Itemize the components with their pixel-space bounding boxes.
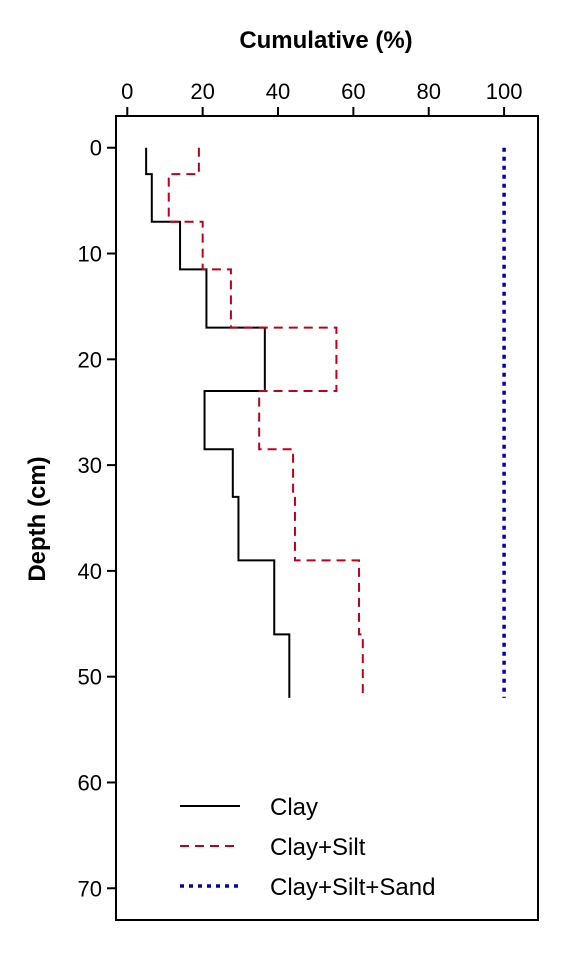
x-tick-label: 0 xyxy=(121,79,133,104)
legend-label-clay-silt: Clay+Silt xyxy=(270,834,366,861)
x-tick-label: 40 xyxy=(266,79,290,104)
y-tick-label: 10 xyxy=(78,242,102,267)
y-axis-ticks: 0 10 20 30 40 50 60 70 xyxy=(78,136,116,901)
y-axis-title: Depth (cm) xyxy=(24,456,51,581)
y-tick-label: 30 xyxy=(78,453,102,478)
legend: Clay Clay+Silt Clay+Silt+Sand xyxy=(180,794,435,901)
x-tick-label: 100 xyxy=(486,79,523,104)
x-tick-label: 20 xyxy=(190,79,214,104)
x-tick-label: 60 xyxy=(341,79,365,104)
y-tick-label: 60 xyxy=(78,770,102,795)
y-tick-label: 70 xyxy=(78,876,102,901)
legend-label-clay-silt-sand: Clay+Silt+Sand xyxy=(270,874,435,901)
x-tick-label: 80 xyxy=(416,79,440,104)
y-tick-label: 0 xyxy=(90,136,102,161)
y-tick-label: 20 xyxy=(78,347,102,372)
plot-frame xyxy=(115,115,539,921)
series-line-clay-silt xyxy=(167,147,364,698)
y-tick-label: 50 xyxy=(78,665,102,690)
x-axis-title: Cumulative (%) xyxy=(239,27,412,54)
legend-label-clay: Clay xyxy=(270,794,318,821)
x-axis-ticks: 0 20 40 60 80 100 xyxy=(121,79,522,116)
series-line-clay xyxy=(145,147,291,698)
series-layer xyxy=(145,147,506,698)
y-tick-label: 40 xyxy=(78,559,102,584)
